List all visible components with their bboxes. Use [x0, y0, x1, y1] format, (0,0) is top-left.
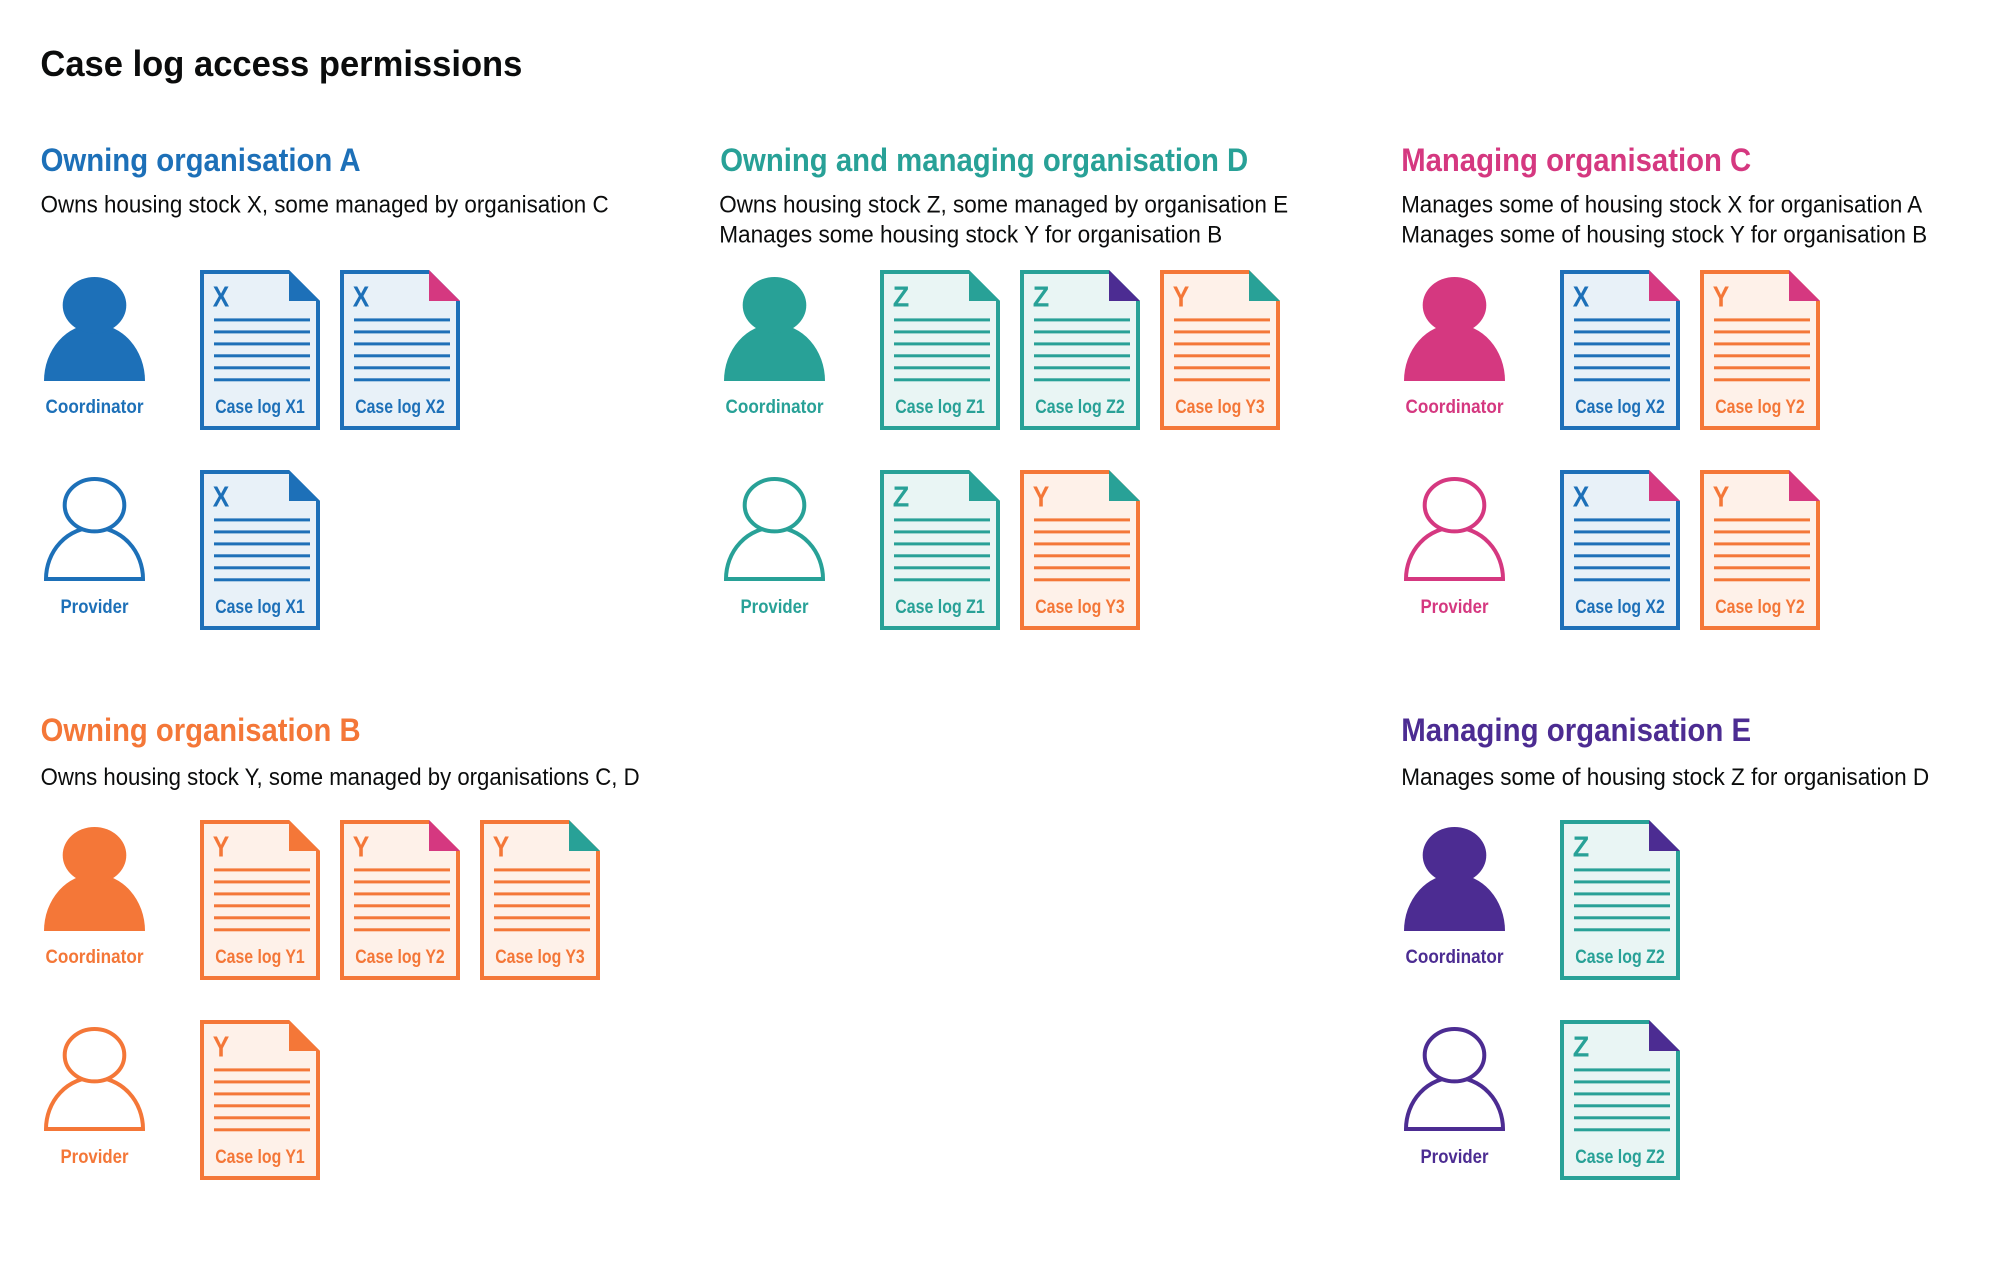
svg-text:Owns housing stock Z, some man: Owns housing stock Z, some managed by or… [719, 191, 1288, 218]
svg-text:Coordinator: Coordinator [1406, 947, 1505, 968]
svg-text:Owning organisation B: Owning organisation B [41, 712, 361, 748]
svg-text:Manages some of housing stock: Manages some of housing stock Z for orga… [1401, 764, 1929, 791]
svg-text:Case log Z1: Case log Z1 [895, 597, 985, 618]
svg-text:Case log Y3: Case log Y3 [1175, 397, 1265, 418]
svg-text:Y: Y [353, 832, 370, 864]
svg-text:Coordinator: Coordinator [46, 397, 145, 418]
svg-text:Managing organisation C: Managing organisation C [1401, 142, 1751, 178]
svg-text:X: X [353, 282, 370, 314]
svg-text:Owns housing stock Y, some man: Owns housing stock Y, some managed by or… [41, 764, 640, 791]
svg-text:Y: Y [213, 1032, 230, 1064]
svg-text:Owning organisation A: Owning organisation A [41, 142, 361, 178]
svg-text:Owning and managing organisati: Owning and managing organisation D [720, 142, 1248, 178]
svg-text:Z: Z [1573, 832, 1590, 864]
svg-text:Y: Y [213, 832, 230, 864]
svg-text:Case log Z2: Case log Z2 [1035, 397, 1125, 418]
svg-text:Case log Z2: Case log Z2 [1575, 947, 1665, 968]
svg-text:Y: Y [1713, 482, 1730, 514]
svg-text:Y: Y [493, 832, 510, 864]
svg-text:Case log Z1: Case log Z1 [895, 397, 985, 418]
svg-text:X: X [213, 282, 230, 314]
svg-text:Managing organisation E: Managing organisation E [1401, 712, 1751, 748]
svg-text:Provider: Provider [1421, 1147, 1490, 1168]
svg-text:X: X [1573, 482, 1590, 514]
svg-text:Case log X1: Case log X1 [215, 397, 305, 418]
svg-text:Case log Y1: Case log Y1 [215, 1147, 305, 1168]
svg-text:Case log Z2: Case log Z2 [1575, 1147, 1665, 1168]
svg-text:Coordinator: Coordinator [46, 947, 145, 968]
svg-text:Provider: Provider [61, 597, 130, 618]
svg-text:Manages some of housing stock: Manages some of housing stock Y for orga… [1401, 221, 1927, 248]
svg-text:Coordinator: Coordinator [1406, 397, 1505, 418]
svg-text:Manages some of housing stock: Manages some of housing stock X for orga… [1401, 191, 1922, 218]
svg-text:Z: Z [1573, 1032, 1590, 1064]
svg-text:Case log X1: Case log X1 [215, 597, 305, 618]
svg-text:Provider: Provider [741, 597, 810, 618]
svg-text:X: X [1573, 282, 1590, 314]
svg-text:Case log Y2: Case log Y2 [1715, 397, 1805, 418]
svg-text:Case log access permissions: Case log access permissions [40, 43, 522, 84]
svg-text:Case log Y2: Case log Y2 [355, 947, 445, 968]
svg-text:Case log Y3: Case log Y3 [495, 947, 585, 968]
svg-text:Case log Y3: Case log Y3 [1035, 597, 1125, 618]
svg-text:Case log X2: Case log X2 [1575, 597, 1665, 618]
svg-text:Z: Z [893, 482, 910, 514]
svg-text:Case log X2: Case log X2 [355, 397, 445, 418]
svg-text:Case log Y2: Case log Y2 [1715, 597, 1805, 618]
svg-text:Coordinator: Coordinator [726, 397, 825, 418]
svg-text:X: X [213, 482, 230, 514]
svg-text:Y: Y [1173, 282, 1190, 314]
svg-text:Case log Y1: Case log Y1 [215, 947, 305, 968]
svg-text:Y: Y [1713, 282, 1730, 314]
svg-text:Y: Y [1033, 482, 1050, 514]
svg-text:Z: Z [1033, 282, 1050, 314]
svg-text:Case log X2: Case log X2 [1575, 397, 1665, 418]
svg-text:Provider: Provider [61, 1147, 130, 1168]
svg-text:Manages some housing stock Y f: Manages some housing stock Y for organis… [719, 221, 1222, 248]
svg-text:Owns housing stock X, some man: Owns housing stock X, some managed by or… [41, 191, 609, 218]
svg-text:Z: Z [893, 282, 910, 314]
svg-text:Provider: Provider [1421, 597, 1490, 618]
